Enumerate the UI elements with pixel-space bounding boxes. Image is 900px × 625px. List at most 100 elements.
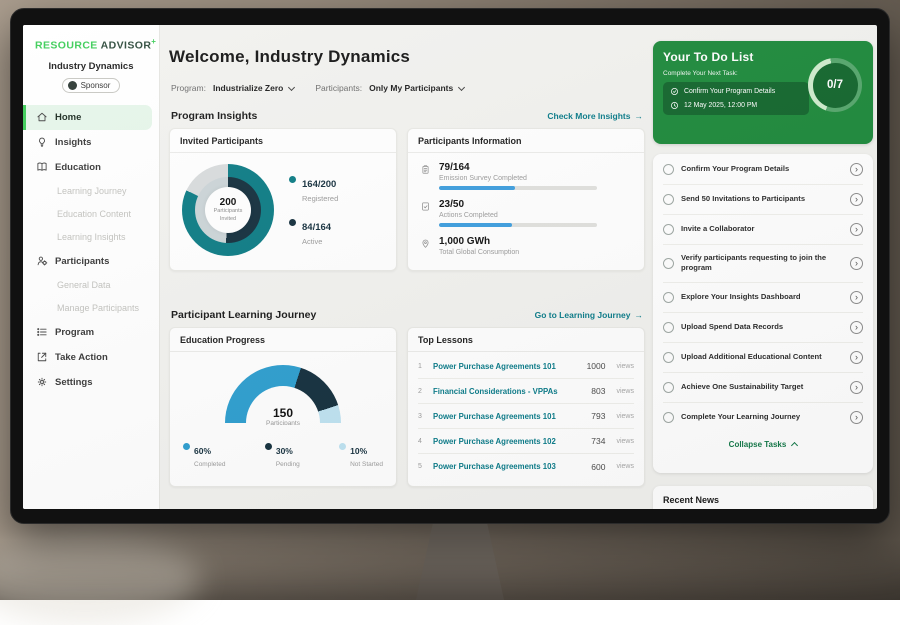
next-task-box[interactable]: Confirm Your Program Details 12 May 2025…: [663, 82, 809, 115]
sidebar-item-learning-journey[interactable]: Learning Journey: [23, 180, 159, 203]
info-row-actions: 23/50 Actions Completed: [420, 199, 632, 227]
lightbulb-icon: [39, 137, 45, 147]
invited-card-body: 200 Participants Invited 164/200 Registe…: [170, 153, 396, 256]
task-row[interactable]: Verify participants requesting to join t…: [663, 245, 863, 283]
chevron-right-icon[interactable]: ›: [850, 380, 863, 394]
task-row[interactable]: Upload Additional Educational Content ›: [663, 343, 863, 373]
task-row[interactable]: Upload Spend Data Records ›: [663, 313, 863, 343]
lesson-rank: 3: [418, 412, 422, 420]
sidebar-item-insights[interactable]: Insights: [23, 130, 159, 155]
lesson-link[interactable]: Power Purchase Agreements 102: [433, 436, 556, 446]
go-to-learning-journey-link[interactable]: Go to Learning Journey →: [535, 310, 643, 320]
task-row[interactable]: Confirm Your Program Details ›: [663, 155, 863, 185]
monitor-bezel: RESOURCE ADVISOR+ Industry Dynamics Spon…: [10, 8, 890, 524]
sidebar-item-manage-participants[interactable]: Manage Participants: [23, 297, 159, 320]
task-row[interactable]: Explore Your Insights Dashboard ›: [663, 283, 863, 313]
sponsor-badge[interactable]: Sponsor: [61, 77, 121, 93]
participants-filter-select[interactable]: Only My Participants: [369, 83, 466, 93]
task-checkbox[interactable]: [663, 164, 674, 175]
task-row[interactable]: Send 50 Invitations to Participants ›: [663, 185, 863, 215]
sidebar-item-general-data[interactable]: General Data: [23, 274, 159, 297]
sidebar-item-education-content[interactable]: Education Content: [23, 203, 159, 226]
task-checkbox[interactable]: [663, 351, 674, 363]
todo-summary-card: Your To Do List Complete Your Next Task:…: [653, 41, 873, 144]
lesson-row[interactable]: 1 Power Purchase Agreements 101 1000 vie…: [418, 354, 634, 379]
donut-center-value: 200: [219, 197, 237, 209]
chevron-right-icon[interactable]: ›: [850, 350, 863, 364]
task-checkbox[interactable]: [663, 291, 674, 303]
todo-title: Your To Do List: [663, 50, 754, 64]
next-task-time-row: 12 May 2025, 12:00 PM: [670, 101, 802, 110]
action-arrow-icon: [37, 352, 47, 362]
task-row[interactable]: Complete Your Learning Journey ›: [663, 403, 863, 432]
check-more-insights-link[interactable]: Check More Insights →: [547, 111, 643, 121]
sidebar-nav: Home Insights Education Learning Journey…: [23, 104, 159, 395]
lesson-link[interactable]: Power Purchase Agreements 101: [433, 411, 556, 421]
learning-journey-header: Participant Learning Journey Go to Learn…: [171, 309, 643, 321]
task-checkbox[interactable]: [663, 411, 674, 423]
list-icon: [37, 328, 47, 336]
app-logo: RESOURCE ADVISOR+: [23, 37, 159, 52]
donut-center-label: Participants Invited: [213, 208, 243, 222]
task-label: Send 50 Invitations to Participants: [681, 194, 806, 204]
page-title: Welcome, Industry Dynamics: [169, 47, 411, 66]
gauge-center-label: Participants: [266, 420, 300, 425]
lesson-views-unit: views: [616, 362, 634, 370]
chevron-right-icon[interactable]: ›: [850, 290, 863, 304]
actions-progress-bar: [439, 223, 597, 227]
task-label: Confirm Your Program Details: [681, 164, 790, 174]
sidebar-item-learning-insights[interactable]: Learning Insights: [23, 226, 159, 249]
participants-filter-value: Only My Participants: [369, 83, 454, 93]
task-checkbox[interactable]: [663, 321, 674, 333]
chevron-right-icon[interactable]: ›: [850, 410, 863, 424]
progress-fill: [439, 223, 512, 227]
task-checkbox[interactable]: [663, 224, 674, 235]
check-circle-icon: [671, 88, 678, 95]
clipboard-icon: [420, 162, 431, 190]
link-label: Go to Learning Journey: [534, 310, 631, 320]
lesson-row[interactable]: 4 Power Purchase Agreements 102 734 view…: [418, 429, 634, 454]
task-label: Complete Your Learning Journey: [681, 411, 801, 421]
lesson-rank: 5: [418, 463, 422, 470]
chevron-right-icon[interactable]: ›: [850, 256, 863, 270]
sidebar-item-home[interactable]: Home: [23, 104, 152, 130]
sidebar-item-label: Home: [55, 111, 82, 123]
program-filter-select[interactable]: Industrialize Zero: [212, 83, 296, 93]
sidebar-item-program[interactable]: Program: [23, 320, 159, 345]
legend-label: Active: [302, 237, 323, 246]
chevron-right-icon[interactable]: ›: [850, 193, 863, 206]
sidebar-item-education[interactable]: Education: [23, 155, 159, 180]
lesson-row[interactable]: 2 Financial Considerations - VPPAs 803 v…: [418, 379, 634, 404]
sidebar-item-take-action[interactable]: Take Action: [23, 345, 159, 370]
gauge-center-value: 150: [272, 406, 294, 420]
chevron-right-icon[interactable]: ›: [850, 223, 863, 236]
program-insights-header: Program Insights Check More Insights →: [171, 110, 643, 122]
program-filter-label: Program:: [171, 83, 206, 93]
task-checkbox[interactable]: [663, 381, 674, 393]
chevron-right-icon[interactable]: ›: [850, 163, 863, 176]
info-label: Actions Completed: [439, 212, 498, 219]
sidebar-item-label: Settings: [55, 376, 93, 388]
sidebar-item-participants[interactable]: Participants: [23, 249, 159, 274]
legend-label: Registered: [302, 194, 339, 203]
monitor-stand: [416, 520, 504, 600]
education-progress-card: Education Progress 150 Participants 60%: [169, 327, 397, 487]
task-row[interactable]: Achieve One Sustainability Target ›: [663, 373, 863, 403]
lesson-link[interactable]: Financial Considerations - VPPAs: [433, 386, 558, 396]
program-filter-value: Industrialize Zero: [212, 83, 284, 93]
lesson-views-unit: views: [616, 437, 634, 445]
section-title: Program Insights: [171, 110, 258, 122]
task-checkbox[interactable]: [663, 257, 674, 269]
sidebar-item-settings[interactable]: Settings: [23, 370, 159, 395]
lessons-list: 1 Power Purchase Agreements 101 1000 vie…: [408, 352, 644, 479]
lesson-row[interactable]: 3 Power Purchase Agreements 101 793 view…: [418, 404, 634, 429]
lesson-row[interactable]: 5 Power Purchase Agreements 103 600 view…: [418, 454, 634, 479]
lesson-link[interactable]: Power Purchase Agreements 101: [433, 361, 556, 371]
lesson-rank: 2: [418, 387, 422, 395]
lesson-link[interactable]: Power Purchase Agreements 103: [433, 462, 556, 471]
sidebar-item-label: Education Content: [57, 209, 132, 219]
collapse-tasks-button[interactable]: Collapse Tasks: [663, 432, 863, 452]
chevron-right-icon[interactable]: ›: [850, 320, 863, 334]
task-checkbox[interactable]: [663, 194, 674, 205]
task-row[interactable]: Invite a Collaborator ›: [663, 215, 863, 245]
